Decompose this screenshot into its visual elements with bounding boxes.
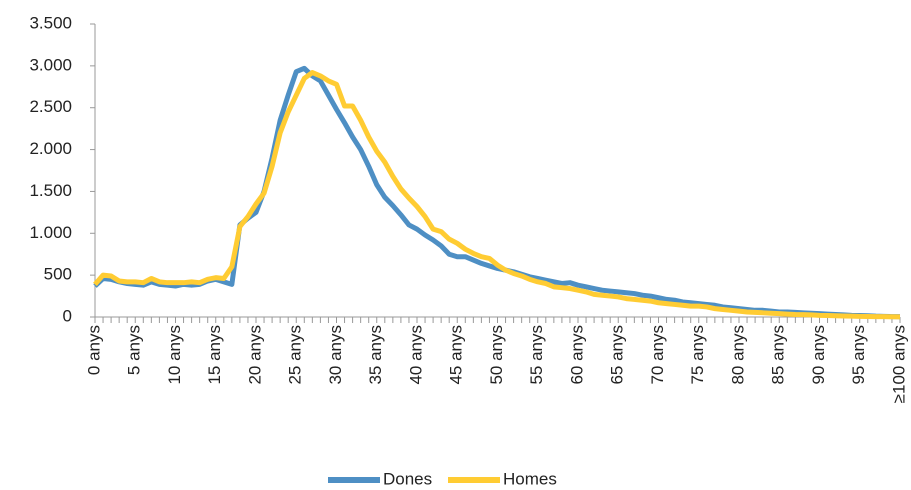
x-tick-label: ≥100 anys bbox=[889, 325, 908, 403]
line-series bbox=[93, 70, 901, 320]
x-tick-label: 75 anys bbox=[688, 325, 707, 385]
legend-label: Dones bbox=[383, 469, 432, 488]
x-tick-label: 25 anys bbox=[286, 325, 305, 385]
x-tick-label: 40 anys bbox=[406, 325, 425, 385]
y-tick-label: 3.000 bbox=[29, 55, 72, 74]
x-tick-label: 50 anys bbox=[487, 325, 506, 385]
x-tick-label: 70 anys bbox=[648, 325, 667, 385]
x-tick-label: 5 anys bbox=[125, 325, 144, 375]
x-tick-label: 65 anys bbox=[608, 325, 627, 385]
legend-label: Homes bbox=[503, 469, 557, 488]
x-tick-label: 80 anys bbox=[728, 325, 747, 385]
x-tick-label: 10 anys bbox=[165, 325, 184, 385]
y-tick-label: 2.000 bbox=[29, 139, 72, 158]
y-tick-label: 1.500 bbox=[29, 181, 72, 200]
x-tick-label: 85 anys bbox=[769, 325, 788, 385]
y-tick-label: 2.500 bbox=[29, 97, 72, 116]
x-tick-label: 35 anys bbox=[366, 325, 385, 385]
x-tick-label: 45 anys bbox=[447, 325, 466, 385]
x-tick-label: 60 anys bbox=[567, 325, 586, 385]
y-tick-label: 500 bbox=[44, 265, 72, 284]
x-tick-label: 95 anys bbox=[849, 325, 868, 385]
x-tick-label: 90 anys bbox=[809, 325, 828, 385]
y-tick-label: 1.000 bbox=[29, 223, 72, 242]
x-tick-label: 20 anys bbox=[245, 325, 264, 385]
x-tick-label: 15 anys bbox=[205, 325, 224, 385]
y-tick-label: 3.500 bbox=[29, 13, 72, 32]
y-tick-label: 0 bbox=[63, 306, 72, 325]
x-tick-label: 0 anys bbox=[84, 325, 103, 375]
x-tick-label: 55 anys bbox=[527, 325, 546, 385]
x-tick-label: 30 anys bbox=[326, 325, 345, 385]
